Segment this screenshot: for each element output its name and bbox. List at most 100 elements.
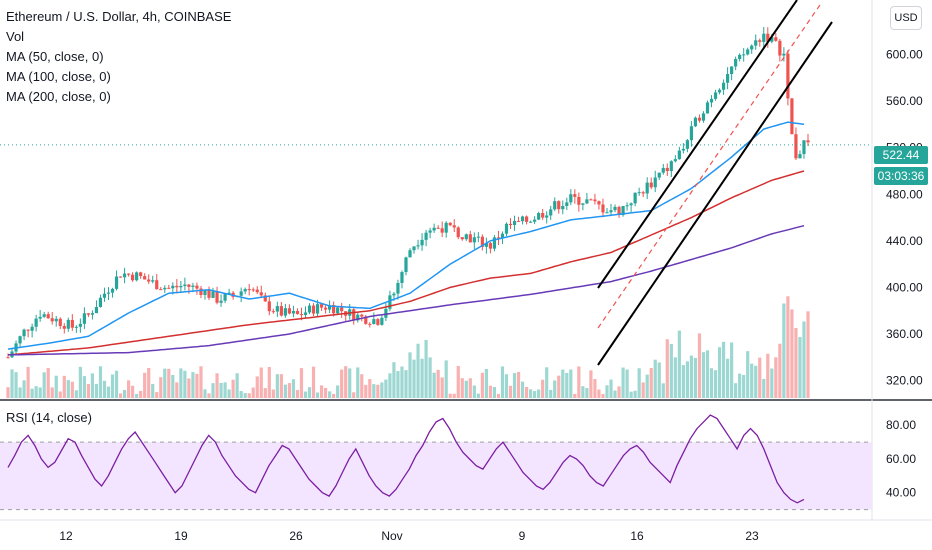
volume-bar [770, 368, 774, 398]
candle-body [303, 312, 308, 316]
volume-bar [754, 365, 758, 398]
indicator-vol[interactable]: Vol [6, 29, 25, 44]
candle-body [520, 216, 525, 222]
volume-bar [114, 370, 119, 398]
volume-bar [685, 361, 689, 398]
candle-body [762, 33, 766, 42]
volume-bar [597, 389, 601, 398]
channel-upper-line [597, 0, 798, 289]
candle-body [211, 291, 215, 298]
volume-bar [448, 393, 452, 398]
price-tick-label: 560.00 [886, 94, 923, 108]
volume-bar [721, 341, 726, 398]
time-tick-label: 16 [630, 529, 644, 543]
candle-body [601, 204, 605, 213]
volume-bar [38, 387, 42, 398]
volume-bar [54, 375, 58, 398]
candle-body [581, 203, 585, 205]
volume-bar [734, 383, 738, 398]
volume-bar [291, 379, 296, 398]
candle-body [585, 199, 589, 204]
volume-bar [400, 366, 404, 398]
candle-body [681, 148, 685, 151]
candle-body [131, 274, 135, 281]
volume-bar [557, 375, 561, 398]
volume-bar [537, 389, 541, 398]
volume-bar [380, 382, 384, 398]
candle-body [537, 213, 541, 220]
candle-body [549, 209, 553, 216]
candle-body [416, 245, 420, 247]
volume-bar [806, 311, 810, 398]
volume-bar [46, 368, 50, 398]
volume-bar [520, 381, 525, 398]
volume-bar [227, 389, 231, 398]
candle-body [110, 288, 115, 293]
time-tick-label: 19 [174, 529, 188, 543]
candle-body [492, 237, 497, 249]
candle-body [171, 285, 175, 289]
candle-body [34, 318, 38, 327]
indicator-ma200[interactable]: MA (200, close, 0) [6, 89, 111, 104]
volume-bar [271, 389, 275, 398]
volume-bar [203, 389, 207, 398]
rsi-band [0, 442, 872, 510]
volume-bar [135, 393, 139, 398]
candle-body [738, 54, 742, 60]
volume-bar [247, 393, 251, 398]
candle-body [633, 192, 637, 204]
volume-bar [549, 389, 553, 398]
candle-body [452, 225, 456, 228]
candle-body [786, 53, 790, 99]
volume-bar [26, 366, 30, 398]
candle-body [464, 234, 468, 240]
rsi-line [7, 414, 805, 504]
rsi-title[interactable]: RSI (14, close) [6, 410, 92, 425]
price-tick-label: 600.00 [886, 48, 923, 62]
candle-body [802, 140, 806, 155]
indicator-ma50[interactable]: MA (50, close, 0) [6, 49, 104, 64]
candle-body [356, 314, 360, 321]
indicator-ma100[interactable]: MA (100, close, 0) [6, 69, 111, 84]
candle-body [255, 289, 259, 293]
volume-bar [480, 372, 484, 398]
currency-button[interactable]: USD [890, 6, 922, 30]
volume-bar [569, 369, 573, 398]
volume-bar [315, 392, 320, 398]
candle-body [661, 167, 665, 173]
volume-bar [90, 373, 95, 398]
volume-bar [78, 366, 82, 398]
volume-bar [163, 368, 167, 398]
volume-bar [778, 343, 782, 398]
ma-line [7, 170, 805, 356]
candle-body [488, 243, 493, 249]
candle-body [275, 306, 279, 312]
candle-body [782, 53, 786, 56]
volume-bar [750, 363, 754, 398]
candle-body [641, 192, 645, 194]
candle-body [717, 89, 722, 93]
volume-bar [384, 379, 388, 398]
symbol-title[interactable]: Ethereum / U.S. Dollar, 4h, COINBASE [6, 9, 232, 24]
candle-body [569, 194, 573, 203]
volume-bar [738, 373, 742, 398]
volume-bar [613, 390, 617, 398]
volume-bar [649, 367, 653, 398]
candle-body [444, 222, 448, 233]
candle-body [299, 314, 304, 316]
candle-body [705, 102, 710, 114]
candle-body [151, 280, 155, 282]
volume-bar [802, 321, 806, 398]
volume-bar [541, 379, 545, 398]
volume-bar [356, 367, 360, 398]
channel-lower-line [597, 21, 833, 366]
volume-bar [187, 378, 191, 398]
volume-bar [396, 371, 400, 398]
candle-body [657, 172, 661, 178]
volume-bar [22, 380, 26, 398]
volume-bar [183, 370, 187, 398]
volume-bar [211, 383, 215, 398]
volume-bar [10, 369, 14, 398]
candle-body [336, 307, 340, 314]
